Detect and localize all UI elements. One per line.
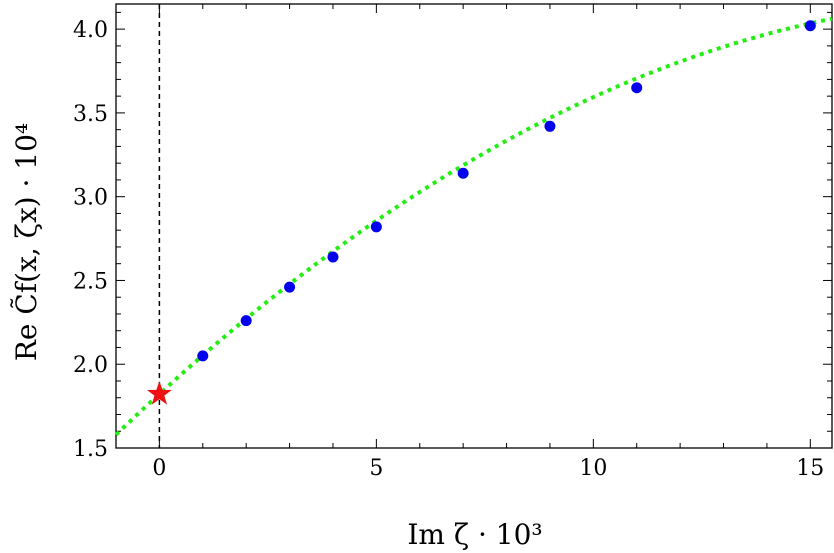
plot-area: 0 5 10 15 1.5 2.0 2.5 3.0 3.5 4.0 xyxy=(73,3,833,481)
data-point xyxy=(197,350,209,362)
data-point xyxy=(544,120,556,132)
extrapolated-star xyxy=(147,381,172,405)
y-axis-title: Re C̃f(x, ζx) · 10⁴ xyxy=(10,123,43,361)
data-point xyxy=(240,315,252,327)
data-point xyxy=(804,20,816,32)
data-point xyxy=(370,221,382,233)
data-point xyxy=(631,82,643,94)
y-tick-label: 2.5 xyxy=(73,269,108,294)
y-tick-label: 4.0 xyxy=(73,18,108,43)
data-point xyxy=(284,281,296,293)
x-axis-title: Im ζ · 10³ xyxy=(407,518,542,551)
data-point xyxy=(457,167,469,179)
plot-frame xyxy=(115,3,833,449)
fit-curve xyxy=(114,16,833,437)
x-tick-label: 10 xyxy=(579,456,607,481)
x-tick-label: 5 xyxy=(369,456,383,481)
y-tick-label: 1.5 xyxy=(73,437,108,462)
y-tick-label: 3.5 xyxy=(73,102,108,127)
y-tick-label: 2.0 xyxy=(73,353,108,378)
x-tick-label: 15 xyxy=(796,456,824,481)
data-point xyxy=(327,251,339,263)
y-tick-label: 3.0 xyxy=(73,186,108,211)
x-tick-label: 0 xyxy=(152,456,166,481)
